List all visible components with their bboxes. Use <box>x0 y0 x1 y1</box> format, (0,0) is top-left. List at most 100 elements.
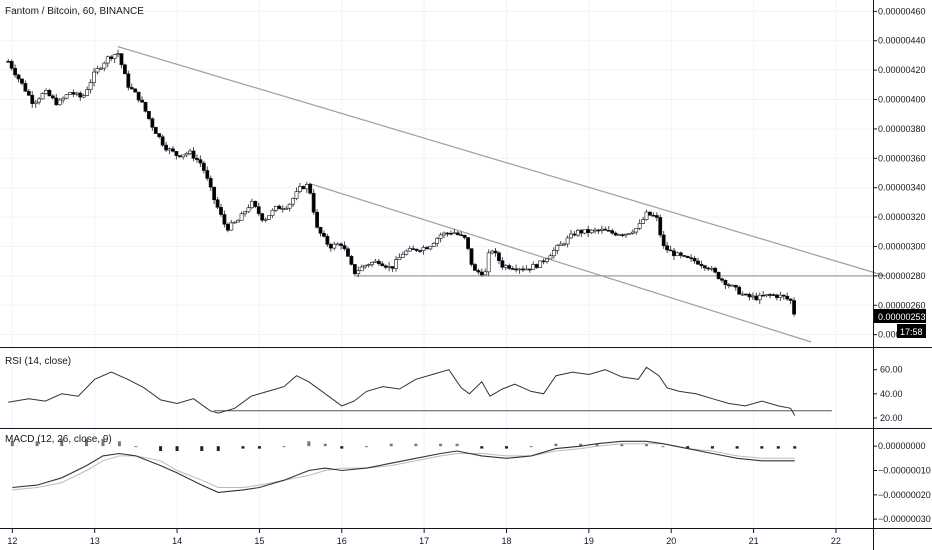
candle[interactable] <box>98 66 103 71</box>
candle[interactable] <box>239 211 244 221</box>
candle[interactable] <box>284 205 289 210</box>
candle[interactable] <box>92 67 96 87</box>
candle[interactable] <box>322 230 326 238</box>
candle[interactable] <box>332 241 337 251</box>
candle[interactable] <box>414 248 419 252</box>
candle[interactable] <box>747 292 752 301</box>
candle[interactable] <box>277 204 282 210</box>
candle[interactable] <box>105 55 110 68</box>
candle[interactable] <box>119 53 124 69</box>
candle[interactable] <box>160 134 165 147</box>
candle[interactable] <box>263 217 268 223</box>
candle[interactable] <box>497 251 501 265</box>
candle[interactable] <box>270 208 275 219</box>
candle[interactable] <box>256 202 261 217</box>
candle[interactable] <box>696 257 700 265</box>
candle[interactable] <box>147 111 151 121</box>
candle[interactable] <box>555 244 560 255</box>
candle[interactable] <box>150 117 155 131</box>
candle[interactable] <box>352 264 357 276</box>
candle[interactable] <box>692 255 697 264</box>
candle[interactable] <box>562 242 567 247</box>
candle[interactable] <box>236 218 241 223</box>
candle[interactable] <box>129 83 134 90</box>
candle[interactable] <box>308 182 313 195</box>
candle[interactable] <box>315 209 319 229</box>
candle[interactable] <box>123 63 127 75</box>
candle[interactable] <box>291 197 295 207</box>
candle[interactable] <box>61 96 66 104</box>
candle[interactable] <box>342 241 347 251</box>
candle[interactable] <box>81 93 86 99</box>
candle[interactable] <box>400 251 405 258</box>
candle[interactable] <box>661 230 666 249</box>
candle[interactable] <box>26 89 31 97</box>
candle[interactable] <box>641 216 645 225</box>
candle[interactable] <box>311 189 316 215</box>
rsi-axis[interactable]: 60.00 40.00 20.00 <box>873 365 903 423</box>
candle[interactable] <box>466 237 470 251</box>
candle[interactable] <box>654 212 659 222</box>
candle[interactable] <box>13 64 17 78</box>
candle[interactable] <box>102 61 107 72</box>
candle[interactable] <box>589 229 594 235</box>
macd-pane[interactable] <box>10 438 797 493</box>
candle[interactable] <box>500 257 505 270</box>
candle[interactable] <box>359 264 364 272</box>
candle[interactable] <box>181 154 186 160</box>
candle[interactable] <box>723 279 728 289</box>
candle[interactable] <box>785 292 790 301</box>
candle[interactable] <box>610 228 615 235</box>
candle[interactable] <box>394 255 398 272</box>
candle[interactable] <box>603 226 608 231</box>
candle[interactable] <box>438 232 443 243</box>
candle[interactable] <box>153 126 158 134</box>
candle[interactable] <box>397 253 402 260</box>
rsi-line[interactable] <box>8 366 796 416</box>
candle[interactable] <box>294 187 299 201</box>
candle[interactable] <box>613 231 618 237</box>
candle[interactable] <box>325 233 330 247</box>
candle[interactable] <box>551 247 556 259</box>
candle[interactable] <box>685 255 690 259</box>
candle[interactable] <box>737 285 742 295</box>
candle[interactable] <box>507 263 512 271</box>
trendline[interactable] <box>308 182 812 343</box>
candle[interactable] <box>260 212 265 223</box>
candle[interactable] <box>757 292 762 305</box>
trendlines[interactable] <box>117 46 886 343</box>
candle[interactable] <box>215 196 220 210</box>
candle[interactable] <box>493 248 498 257</box>
candle[interactable] <box>569 230 573 239</box>
candle[interactable] <box>23 80 28 92</box>
candle[interactable] <box>788 298 793 305</box>
candle[interactable] <box>668 245 673 252</box>
candle[interactable] <box>246 204 251 214</box>
trendline[interactable] <box>117 46 886 277</box>
candle[interactable] <box>363 264 368 270</box>
candle[interactable] <box>630 229 635 235</box>
candle[interactable] <box>318 226 323 237</box>
candle[interactable] <box>140 96 144 103</box>
candle[interactable] <box>68 92 72 95</box>
candle[interactable] <box>174 150 179 160</box>
candle[interactable] <box>565 235 570 248</box>
candle[interactable] <box>370 261 374 268</box>
candle[interactable] <box>88 79 93 94</box>
candle[interactable] <box>716 271 721 280</box>
candle[interactable] <box>171 145 175 153</box>
candle[interactable] <box>469 248 474 267</box>
candle[interactable] <box>435 237 440 247</box>
candle[interactable] <box>486 249 491 276</box>
candle[interactable] <box>702 264 707 271</box>
candle[interactable] <box>678 251 683 259</box>
candle[interactable] <box>545 257 549 264</box>
candle[interactable] <box>243 210 247 217</box>
candle[interactable] <box>665 241 670 254</box>
candle[interactable] <box>634 227 639 235</box>
candle[interactable] <box>658 214 663 238</box>
candle[interactable] <box>9 59 14 71</box>
candle[interactable] <box>648 211 652 216</box>
candle[interactable] <box>473 263 477 271</box>
